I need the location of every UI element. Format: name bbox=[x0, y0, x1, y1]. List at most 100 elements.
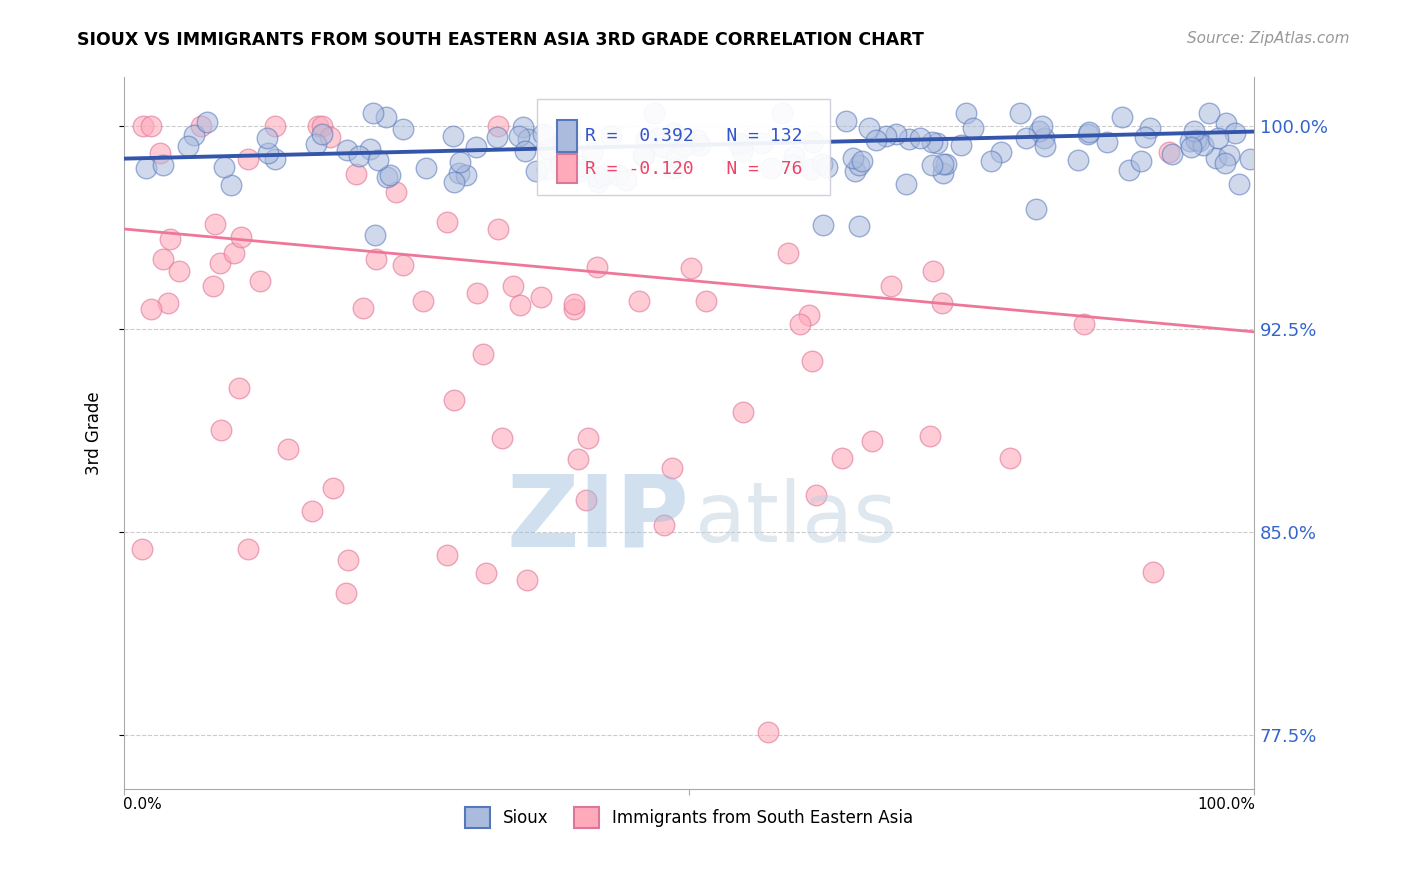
Point bbox=[190, 119, 212, 133]
Point bbox=[759, 161, 782, 176]
Point bbox=[380, 168, 402, 182]
Point bbox=[384, 185, 406, 199]
Point bbox=[842, 151, 865, 165]
Point bbox=[1139, 120, 1161, 135]
Point bbox=[208, 256, 231, 270]
Point bbox=[799, 308, 821, 322]
Point bbox=[654, 518, 676, 533]
Point bbox=[1239, 152, 1261, 166]
Point bbox=[1205, 152, 1227, 166]
Point bbox=[731, 136, 754, 151]
Point bbox=[436, 548, 458, 562]
Point bbox=[800, 354, 823, 368]
Point bbox=[1078, 125, 1101, 139]
Point bbox=[238, 541, 260, 556]
Point bbox=[634, 132, 657, 146]
FancyBboxPatch shape bbox=[537, 99, 831, 194]
Point bbox=[1188, 134, 1211, 148]
Point bbox=[305, 137, 328, 152]
Point bbox=[1180, 140, 1202, 154]
Point bbox=[443, 392, 465, 407]
Point bbox=[588, 170, 610, 185]
Point bbox=[665, 150, 688, 164]
Point bbox=[1008, 105, 1031, 120]
Point bbox=[998, 450, 1021, 465]
Point bbox=[474, 566, 496, 580]
Point bbox=[183, 128, 205, 142]
Point bbox=[263, 152, 285, 166]
Point bbox=[1185, 133, 1208, 147]
Point bbox=[204, 217, 226, 231]
Point bbox=[536, 161, 558, 176]
Point bbox=[643, 105, 665, 120]
Point bbox=[256, 131, 278, 145]
Point bbox=[922, 264, 945, 278]
Point bbox=[835, 114, 858, 128]
Point bbox=[375, 169, 398, 184]
Point bbox=[925, 136, 948, 151]
Point bbox=[831, 450, 853, 465]
Point bbox=[335, 586, 357, 600]
Point bbox=[1111, 110, 1133, 124]
Point bbox=[311, 128, 333, 142]
Point bbox=[672, 139, 695, 153]
Text: R =  0.392   N = 132: R = 0.392 N = 132 bbox=[585, 127, 803, 145]
Point bbox=[804, 488, 827, 502]
Point bbox=[1028, 124, 1050, 138]
Point bbox=[550, 135, 572, 149]
Point bbox=[592, 168, 614, 182]
Text: R = -0.120   N =  76: R = -0.120 N = 76 bbox=[585, 160, 803, 178]
Point bbox=[932, 166, 955, 180]
Point bbox=[509, 298, 531, 312]
Point bbox=[756, 725, 779, 739]
Point bbox=[139, 119, 162, 133]
Point bbox=[1035, 139, 1057, 153]
Point bbox=[576, 431, 599, 445]
Point bbox=[352, 301, 374, 315]
Point bbox=[236, 152, 259, 166]
Point bbox=[508, 128, 530, 143]
Point bbox=[548, 158, 571, 172]
Point bbox=[627, 293, 650, 308]
Point bbox=[322, 481, 344, 495]
Point bbox=[908, 130, 931, 145]
Point bbox=[485, 130, 508, 145]
Point bbox=[862, 434, 884, 448]
Point bbox=[517, 131, 540, 145]
Point bbox=[344, 167, 367, 181]
Point bbox=[581, 145, 603, 160]
Point bbox=[695, 293, 717, 308]
Point bbox=[1031, 119, 1053, 133]
Point bbox=[167, 264, 190, 278]
Point bbox=[661, 126, 683, 140]
Point bbox=[139, 302, 162, 317]
Point bbox=[319, 130, 342, 145]
Point bbox=[564, 301, 586, 316]
Text: Source: ZipAtlas.com: Source: ZipAtlas.com bbox=[1187, 31, 1350, 46]
Point bbox=[1073, 317, 1095, 331]
Point bbox=[441, 129, 464, 144]
Point bbox=[131, 542, 153, 557]
Point bbox=[585, 260, 607, 275]
Text: atlas: atlas bbox=[695, 478, 897, 559]
Point bbox=[568, 160, 591, 174]
Point bbox=[553, 135, 575, 149]
Point bbox=[415, 161, 437, 176]
Point bbox=[783, 148, 806, 162]
Point bbox=[896, 177, 918, 191]
Point bbox=[614, 173, 637, 187]
Point bbox=[472, 347, 495, 361]
FancyBboxPatch shape bbox=[557, 154, 578, 183]
Point bbox=[211, 423, 233, 437]
Point bbox=[661, 461, 683, 475]
Point bbox=[177, 138, 200, 153]
Point bbox=[789, 318, 811, 332]
Point bbox=[560, 129, 582, 144]
Point bbox=[502, 278, 524, 293]
Point bbox=[848, 158, 870, 172]
Point bbox=[159, 232, 181, 246]
Point bbox=[131, 119, 153, 133]
Point bbox=[366, 252, 388, 266]
Point bbox=[465, 140, 488, 154]
Point bbox=[731, 145, 754, 159]
